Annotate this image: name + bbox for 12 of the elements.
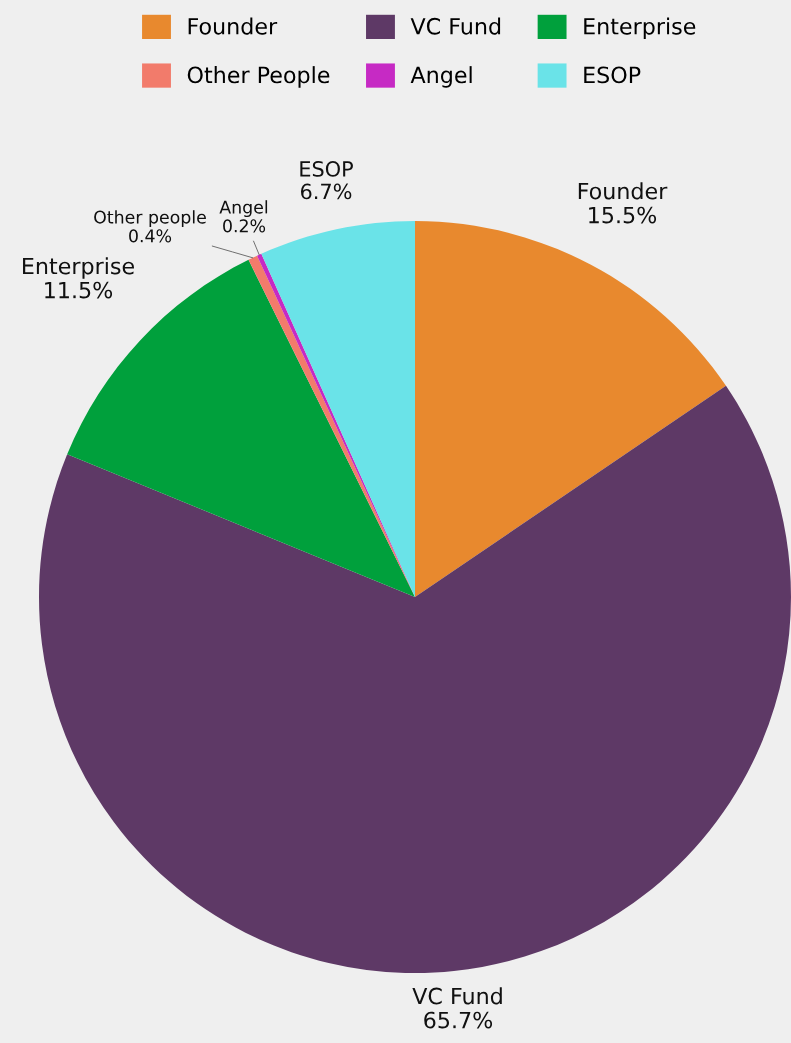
data-label: VC Fund 65.7% bbox=[412, 987, 502, 1029]
legend-label: VC Fund bbox=[410, 17, 501, 35]
legend-label: Other People bbox=[187, 66, 330, 88]
legend-label: ESOP bbox=[584, 66, 641, 84]
legend-label: Founder bbox=[188, 17, 278, 35]
data-label: ESOP 6.7% bbox=[300, 161, 353, 200]
data-label: Founder 15.5% bbox=[578, 182, 668, 224]
data-label: Angel 0.2% bbox=[219, 200, 268, 233]
legend-label: Enterprise bbox=[584, 17, 696, 39]
data-label: Other people 0.4% bbox=[94, 210, 206, 243]
data-label: Enterprise 11.5% bbox=[23, 257, 134, 299]
legend-label: Angel bbox=[410, 66, 472, 88]
